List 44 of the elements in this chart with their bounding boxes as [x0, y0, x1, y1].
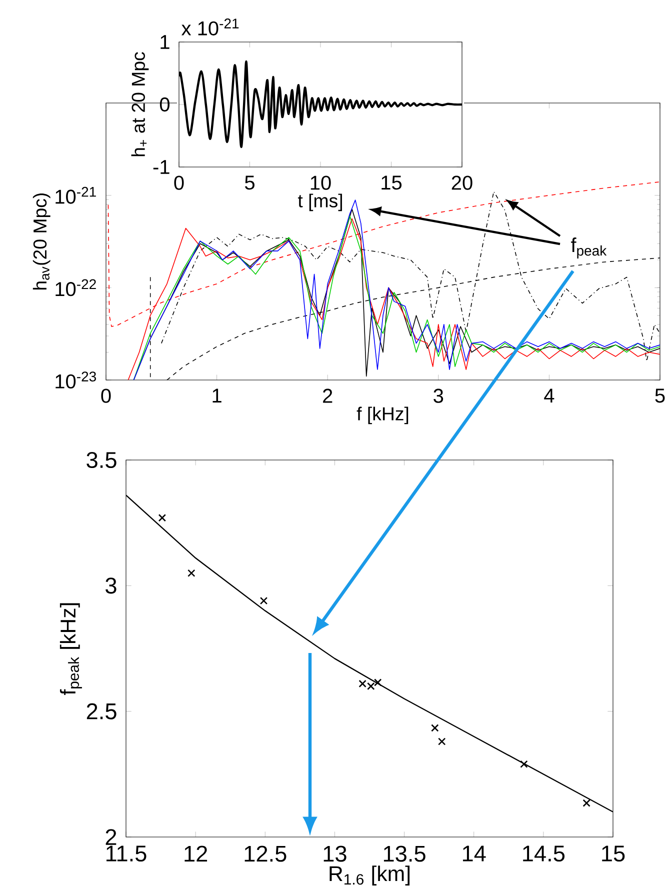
x-axis-title: R$_{1.6}$ [km]: [330, 866, 410, 886]
y-tick-label: 10$^{-21}$: [56, 186, 96, 204]
x-axis-title: f [kHz]: [356, 406, 408, 424]
point: [520, 760, 528, 768]
x-tick-label: 12.5: [244, 846, 286, 862]
x-tick-label: 2: [323, 388, 332, 403]
y-tick-label: 1: [160, 35, 170, 49]
annotation: f$_{peak}$: [571, 238, 607, 258]
point: [158, 514, 166, 522]
y-axis-title: h$_{av}$(20 Mpc): [32, 193, 50, 290]
x-tick-label: 3: [434, 388, 444, 403]
y-tick-label: 3.5: [86, 452, 116, 468]
point: [260, 596, 268, 605]
x-tick-label: 11.5: [106, 846, 146, 862]
y-axis-title: f$_{peak}$ [kHz]: [60, 603, 82, 695]
x-axis-title: t [ms]: [298, 194, 342, 212]
point: [431, 724, 439, 732]
x-tick-label: 12: [184, 846, 208, 862]
x-tick-label: 20: [452, 176, 472, 190]
y-tick-label: 2.5: [86, 703, 116, 720]
y-axis-title: h$_{+}$ at 20 Mpc: [131, 52, 149, 156]
x-tick-label: 4: [544, 388, 554, 403]
point: [188, 569, 196, 577]
point: [374, 678, 382, 686]
x-tick-label: 10: [310, 176, 331, 190]
x-tick-label: 15: [602, 846, 625, 862]
x-tick-label: 13.5: [384, 846, 426, 862]
x-tick-label: 14: [462, 846, 486, 862]
x-tick-label: 1: [212, 388, 222, 403]
x-tick-label: 14.5: [523, 846, 565, 862]
text: x 10$^{-21}$: [181, 18, 239, 36]
y-tick-label: 3: [106, 578, 116, 594]
point: [582, 799, 590, 807]
y-tick-label: 10$^{-22}$: [56, 279, 96, 296]
x-tick-label: 0: [174, 176, 184, 190]
y-tick-label: 10$^{-23}$: [56, 372, 96, 388]
x-tick-label: 15: [382, 176, 402, 190]
x-tick-label: 5: [655, 388, 665, 403]
x-tick-label: 5: [244, 176, 254, 190]
x-tick-label: 13: [324, 846, 346, 862]
y-tick-label: 2: [106, 829, 116, 845]
point: [438, 738, 446, 746]
y-tick-label: 0: [160, 97, 170, 112]
y-tick-label: -1: [153, 160, 170, 174]
